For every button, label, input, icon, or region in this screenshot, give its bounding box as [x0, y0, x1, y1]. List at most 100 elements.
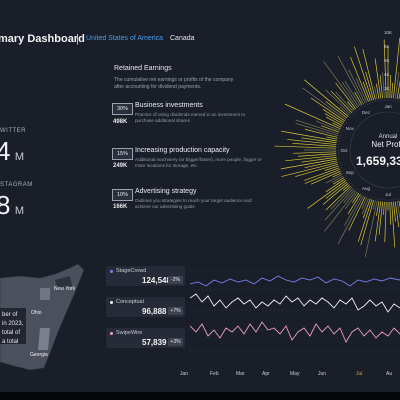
gauge-bar: [374, 201, 382, 242]
gauge-bar: [304, 128, 338, 138]
state-new-york[interactable]: [55, 276, 72, 290]
state-label-georgia: Georgia: [30, 352, 48, 358]
metric-value: 8: [0, 190, 11, 220]
state-label-ohio: Ohio: [31, 310, 42, 316]
state-label-new-york: New York: [54, 286, 76, 292]
item-title: Increasing production capacity: [135, 147, 230, 154]
gauge-bar: [310, 170, 341, 185]
month-label: Feb: [210, 371, 219, 377]
gauge-bar: [292, 142, 337, 147]
bottom-strip: [0, 392, 400, 400]
metric-label-instagram: STAGRAM: [0, 182, 33, 188]
gauge-bar: [302, 87, 347, 120]
gauge-bar: [344, 194, 363, 226]
gauge-bar: [354, 91, 363, 106]
gauge-bar: [348, 69, 366, 104]
gauge-bar: [322, 183, 349, 205]
gauge-bar: [322, 109, 345, 123]
series-change: -2%: [168, 276, 183, 284]
series-line-swipewire: [190, 321, 400, 343]
gauge-scale-label: 10K: [384, 30, 392, 35]
gauge-month-label: Jul: [385, 192, 391, 197]
gauge-bar: [281, 130, 337, 142]
gauge-scale-label: 2K: [384, 86, 390, 91]
chart-gridlines: [190, 269, 400, 351]
gauge-bar: [335, 91, 354, 112]
map-tooltip-line: total of: [2, 330, 20, 336]
gauge-scale-label: 8K: [384, 44, 390, 49]
header-separator: |: [76, 33, 79, 45]
state-ohio[interactable]: [40, 288, 50, 300]
gauge-month-label: Nov: [346, 126, 355, 131]
series-value: 57,839: [142, 338, 167, 347]
series-change: +3%: [168, 338, 183, 346]
gauge-bar: [335, 82, 357, 110]
gauge-bar: [375, 83, 380, 99]
gauge-bar: [325, 185, 351, 211]
item-desc: Additional machinery (or bigger/faster),…: [135, 157, 262, 168]
gauge-bar: [331, 175, 344, 183]
gauge-bar: [361, 197, 368, 210]
pct-badge: 10%: [112, 189, 133, 201]
gauge-bar: [354, 46, 373, 101]
map-tooltip-line: in 2023,: [2, 321, 24, 327]
state-georgia[interactable]: [38, 328, 50, 350]
item-title: Business investments: [135, 102, 203, 109]
gauge-bar: [391, 201, 396, 248]
map-tooltip-bg: [0, 308, 26, 344]
gauge-bar: [350, 56, 369, 102]
gauge-bar: [362, 198, 371, 219]
gauge-bar: [325, 89, 351, 115]
gauge-bar: [352, 192, 360, 203]
gauge-bar: [304, 169, 340, 184]
gauge-bar: [360, 199, 375, 246]
gauge-ring: [337, 99, 400, 201]
gauge-bar: [326, 136, 338, 140]
gauge-bar: [304, 167, 340, 181]
gauge-bar: [301, 137, 337, 144]
gauge-scale: 10K 8K 6K 4K 2K: [384, 30, 392, 91]
gauge-bar: [355, 77, 368, 103]
item-desc: Practice of using dividends earned in an…: [135, 112, 246, 123]
series-value: 124,548: [142, 276, 171, 285]
metric-unit: M: [14, 205, 25, 217]
gauge-bar: [341, 81, 360, 108]
gauge-bar: [348, 196, 366, 231]
gauge-bar: [304, 160, 338, 169]
country-tab-usa[interactable]: United States of America: [86, 35, 164, 42]
gauge-bar: [364, 200, 378, 257]
series-card-swipewire[interactable]: SwipeWire 57,839 +3%: [106, 328, 185, 348]
pct-badge: 30%: [112, 103, 133, 115]
retained-title: Retained Earnings: [114, 65, 172, 72]
gauge-bar: [362, 48, 376, 100]
net-profit-gauge: JanFebMarAprMayJunJulAugSepOctNovDec 10K…: [274, 30, 400, 257]
us-map: Ohio New York Georgia ber of in 2023, to…: [0, 263, 85, 371]
gauge-bar: [295, 119, 339, 135]
gauge-label-net-profit: Net Profit: [371, 140, 400, 149]
gauge-bar: [274, 145, 337, 149]
gauge-bar: [332, 122, 342, 128]
gauge-bar: [393, 37, 400, 99]
gauge-bar: [324, 113, 344, 125]
gauge-bar: [376, 201, 380, 216]
gauge-bar: [365, 72, 375, 101]
gauge-bar: [398, 91, 400, 100]
gauge-bar: [323, 61, 358, 109]
gauge-bars: [274, 37, 400, 257]
gauge-bar: [324, 188, 354, 221]
gauge-bar: [330, 187, 353, 210]
gauge-bar: [344, 80, 361, 107]
gauge-bar: [298, 153, 337, 157]
gauge-bar: [384, 201, 387, 243]
gauge-bar: [343, 189, 355, 204]
series-card-stagecrowd[interactable]: StageCrowd 124,548 -2%: [106, 266, 185, 286]
country-tab-canada[interactable]: Canada: [170, 35, 195, 42]
gauge-bar: [357, 199, 373, 242]
line-chart: [190, 269, 400, 351]
gauge-bar: [325, 101, 348, 119]
series-card-conceptual[interactable]: Conceptual 96,888 +7%: [106, 297, 185, 317]
gauge-bar: [389, 201, 391, 225]
gauge-inner: [349, 111, 400, 189]
gauge-bar: [281, 162, 338, 177]
gauge-bar: [394, 201, 400, 228]
